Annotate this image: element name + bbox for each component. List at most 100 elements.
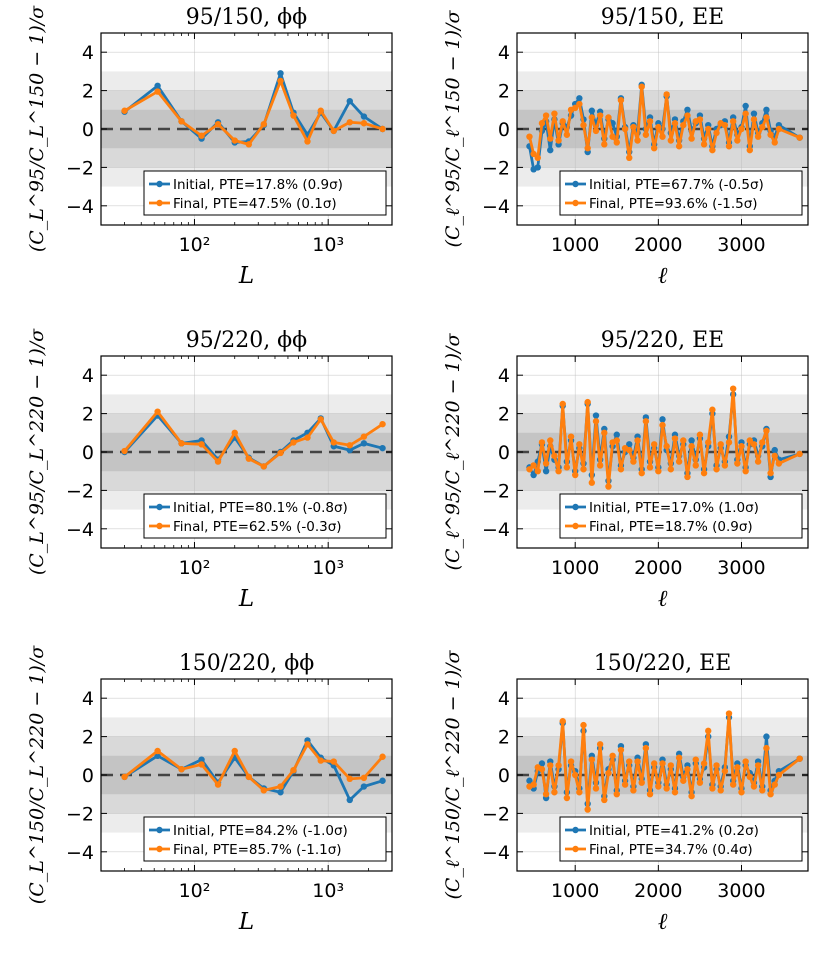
data-point	[638, 469, 645, 477]
legend-entry-initial: Initial, PTE=67.7% (-0.5σ)	[589, 177, 764, 193]
data-point	[663, 443, 670, 450]
data-point	[538, 766, 546, 773]
y-tick-label: 2	[498, 81, 510, 103]
data-point	[154, 747, 161, 755]
data-point	[630, 123, 637, 131]
data-point	[771, 446, 778, 454]
legend: Initial, PTE=80.1% (-0.8σ) Final, PTE=62.…	[143, 493, 387, 539]
y-tick-label: 0	[498, 442, 510, 464]
series-final	[121, 77, 386, 148]
data-point	[613, 139, 620, 146]
y-tick-label: 0	[82, 442, 94, 464]
y-tick-label: 0	[82, 765, 94, 787]
data-point	[609, 752, 616, 759]
data-point	[572, 104, 579, 112]
data-point	[526, 133, 533, 140]
data-point	[646, 464, 654, 471]
data-point	[613, 431, 620, 438]
x-axis-label: L	[238, 263, 254, 289]
legend-entry-final: Final, PTE=18.7% (0.9σ)	[589, 519, 753, 535]
legend-box	[559, 170, 803, 216]
data-point	[346, 97, 353, 105]
data-point	[626, 441, 633, 448]
data-point	[750, 783, 758, 790]
data-point	[759, 787, 766, 794]
data-point	[738, 789, 745, 796]
plot-area	[517, 33, 808, 225]
data-point	[705, 727, 712, 735]
y-tick-label: 4	[82, 688, 94, 710]
y-tick-label: 2	[82, 727, 94, 749]
chart-title: 95/150, EE	[601, 5, 725, 30]
data-point	[551, 789, 558, 796]
data-point	[542, 460, 550, 467]
data-point	[650, 145, 658, 152]
data-point	[700, 141, 708, 148]
data-point	[734, 137, 741, 144]
legend-box	[559, 816, 803, 862]
data-point	[775, 771, 783, 779]
data-point	[617, 746, 625, 754]
y-tick-label: −2	[482, 157, 510, 179]
data-point	[584, 398, 591, 406]
data-point	[634, 758, 641, 765]
data-point	[754, 458, 762, 465]
x-tick-label: 1000	[551, 880, 599, 902]
data-point	[178, 118, 185, 125]
series-final	[526, 385, 803, 490]
data-point	[592, 418, 600, 425]
data-point	[763, 744, 770, 752]
legend-swatch-marker	[572, 199, 579, 207]
y-tick-label: −4	[66, 519, 94, 541]
plot-area	[517, 679, 808, 871]
y-tick-label: −2	[482, 803, 510, 825]
data-point	[759, 439, 766, 446]
y-tick-label: −2	[66, 480, 94, 502]
data-point	[534, 154, 541, 161]
data-point	[214, 781, 222, 788]
data-point	[601, 141, 608, 148]
data-point	[260, 787, 268, 794]
chart-panel-1: −4 −2 0 2 4 10² 10³ 95/150, ϕϕ L (C_L^95/C_L^150 …	[26, 5, 393, 289]
data-point	[559, 400, 566, 408]
data-point	[621, 781, 629, 788]
y-tick-label: 2	[82, 404, 94, 426]
data-point	[555, 762, 562, 769]
data-point	[655, 468, 662, 475]
data-point	[729, 385, 737, 392]
data-point	[696, 779, 704, 786]
data-point	[563, 131, 571, 138]
x-axis-label: ℓ	[658, 263, 668, 289]
y-tick-label: 4	[82, 42, 94, 64]
data-point	[547, 146, 554, 154]
data-point	[734, 460, 741, 467]
data-point	[680, 777, 687, 784]
legend-box	[143, 170, 387, 216]
data-point	[642, 744, 650, 752]
legend-entry-final: Final, PTE=47.5% (0.1σ)	[173, 196, 337, 212]
data-point	[763, 733, 770, 740]
data-point	[775, 125, 783, 133]
y-axis-label: (C_L^95/C_L^150 − 1)/σ	[26, 5, 48, 252]
data-point	[379, 444, 386, 452]
data-point	[713, 762, 720, 769]
data-point	[330, 127, 337, 135]
data-point	[530, 781, 537, 788]
data-point	[742, 758, 749, 765]
data-point	[214, 458, 222, 465]
data-point	[572, 471, 579, 479]
data-point	[675, 458, 683, 465]
data-point	[626, 446, 633, 454]
legend: Initial, PTE=84.2% (-1.0σ) Final, PTE=85.…	[143, 816, 387, 862]
data-point	[754, 133, 762, 140]
data-point	[277, 783, 284, 790]
y-tick-label: −2	[66, 157, 94, 179]
legend-entry-final: Final, PTE=62.5% (-0.3σ)	[173, 519, 342, 535]
data-point	[667, 466, 675, 473]
data-point	[559, 718, 566, 725]
chart-title: 150/220, EE	[594, 651, 732, 676]
data-point	[796, 755, 803, 762]
data-point	[330, 758, 337, 765]
x-tick-label: 3000	[717, 880, 765, 902]
data-point	[613, 791, 620, 798]
